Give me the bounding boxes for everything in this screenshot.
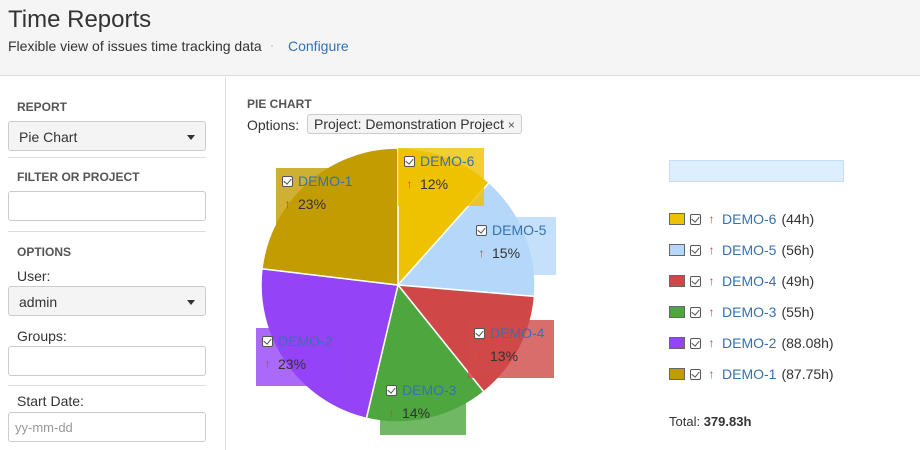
pie-label-demo-3: DEMO-3 ↑ 14% — [380, 377, 466, 435]
legend-issue-link[interactable]: DEMO-1 — [722, 366, 777, 382]
legend-item-demo-4: ↑ DEMO-4 (49h) — [669, 271, 814, 291]
task-type-icon — [404, 155, 415, 167]
report-select[interactable]: Pie Chart — [8, 121, 206, 151]
issue-link[interactable]: DEMO-6 — [420, 153, 475, 169]
slice-percent: 15% — [492, 245, 521, 261]
slice-percent: 12% — [420, 176, 449, 192]
report-select-value: Pie Chart — [19, 129, 78, 145]
legend-item-demo-5: ↑ DEMO-5 (56h) — [669, 240, 814, 260]
legend-issue-link[interactable]: DEMO-4 — [722, 273, 777, 289]
page-subtitle: Flexible view of issues time tracking da… — [8, 38, 262, 54]
project-option-chip-label: Project: Demonstration Project — [314, 116, 504, 132]
chevron-down-icon — [187, 300, 195, 305]
separator: · — [270, 38, 274, 52]
divider — [8, 231, 206, 232]
task-type-icon — [282, 175, 293, 187]
slice-percent: 23% — [298, 196, 327, 212]
legend-hours: (49h) — [781, 273, 815, 289]
legend-filter-input[interactable] — [669, 160, 844, 182]
legend-issue-link[interactable]: DEMO-2 — [722, 335, 777, 351]
legend-hours: (88.08h) — [781, 335, 834, 351]
options-section-label: OPTIONS — [17, 245, 72, 259]
legend-item-demo-1: ↑ DEMO-1 (87.75h) — [669, 364, 834, 384]
task-type-icon — [262, 335, 273, 347]
configure-link[interactable]: Configure — [288, 38, 349, 54]
task-type-icon — [690, 306, 701, 318]
total-label: Total: — [669, 414, 701, 429]
pie-label-demo-1: DEMO-1 ↑ 23% — [276, 168, 362, 226]
priority-up-icon: ↑ — [478, 246, 485, 260]
legend-issue-link[interactable]: DEMO-3 — [722, 304, 777, 320]
pie-label-demo-4: DEMO-4 ↑ 13% — [468, 320, 554, 378]
groups-input[interactable] — [8, 346, 206, 376]
slice-percent: 23% — [278, 356, 307, 372]
report-section-label: REPORT — [17, 100, 68, 114]
user-label: User: — [17, 268, 51, 284]
legend-hours: (87.75h) — [781, 366, 834, 382]
legend-hours: (44h) — [781, 211, 815, 227]
pie-label-demo-5: DEMO-5 ↑ 15% — [470, 217, 556, 275]
priority-up-icon: ↑ — [708, 336, 715, 350]
legend-item-demo-3: ↑ DEMO-3 (55h) — [669, 302, 814, 322]
priority-up-icon: ↑ — [284, 197, 291, 211]
legend-item-demo-2: ↑ DEMO-2 (88.08h) — [669, 333, 834, 353]
priority-up-icon: ↑ — [264, 357, 271, 371]
priority-up-icon: ↑ — [708, 305, 715, 319]
close-icon[interactable]: × — [507, 118, 515, 132]
issue-link[interactable]: DEMO-3 — [402, 382, 457, 398]
pie-label-demo-6: DEMO-6 ↑ 12% — [398, 148, 484, 206]
priority-up-icon: ↑ — [388, 406, 395, 420]
total-value: 379.83h — [703, 414, 752, 429]
divider — [8, 385, 206, 386]
legend-swatch — [669, 306, 685, 318]
legend-issue-link[interactable]: DEMO-6 — [722, 211, 777, 227]
task-type-icon — [476, 224, 487, 236]
issue-link[interactable]: DEMO-4 — [490, 325, 545, 341]
start-date-label: Start Date: — [17, 393, 84, 409]
chevron-down-icon — [187, 135, 195, 140]
priority-up-icon: ↑ — [708, 367, 715, 381]
legend-swatch — [669, 275, 685, 287]
legend-issue-link[interactable]: DEMO-5 — [722, 242, 777, 258]
task-type-icon — [690, 213, 701, 225]
legend-swatch — [669, 213, 685, 225]
legend-swatch — [669, 368, 685, 380]
task-type-icon — [690, 368, 701, 380]
page-title: Time Reports — [8, 6, 152, 33]
start-date-input[interactable] — [8, 412, 206, 442]
legend-swatch — [669, 337, 685, 349]
user-select-value: admin — [19, 294, 58, 310]
legend-item-demo-6: ↑ DEMO-6 (44h) — [669, 209, 814, 229]
divider — [8, 157, 206, 158]
issue-link[interactable]: DEMO-1 — [298, 173, 353, 189]
page-header: Time Reports Flexible view of issues tim… — [0, 0, 920, 76]
priority-up-icon: ↑ — [708, 274, 715, 288]
priority-up-icon: ↑ — [476, 349, 483, 363]
issue-link[interactable]: DEMO-2 — [278, 333, 333, 349]
task-type-icon — [690, 244, 701, 256]
legend-hours: (56h) — [781, 242, 815, 258]
slice-percent: 14% — [402, 405, 431, 421]
priority-up-icon: ↑ — [708, 212, 715, 226]
sidebar: REPORT Pie Chart FILTER OR PROJECT OPTIO… — [0, 77, 226, 450]
issue-link[interactable]: DEMO-5 — [492, 222, 547, 238]
task-type-icon — [690, 275, 701, 287]
legend-hours: (55h) — [781, 304, 815, 320]
priority-up-icon: ↑ — [406, 177, 413, 191]
project-option-chip: Project: Demonstration Project × — [307, 114, 522, 134]
options-label: Options: — [247, 117, 300, 133]
user-select[interactable]: admin — [8, 286, 206, 316]
task-type-icon — [690, 337, 701, 349]
pie-label-demo-2: DEMO-2 ↑ 23% — [256, 328, 342, 386]
priority-up-icon: ↑ — [708, 243, 715, 257]
filter-section-label: FILTER OR PROJECT — [17, 170, 140, 184]
groups-label: Groups: — [17, 328, 67, 344]
chart-section-label: PIE CHART — [247, 97, 312, 111]
filter-project-input[interactable] — [8, 191, 206, 221]
task-type-icon — [474, 327, 485, 339]
total: Total: 379.83h — [669, 414, 751, 429]
slice-percent: 13% — [490, 348, 519, 364]
task-type-icon — [386, 384, 397, 396]
legend-swatch — [669, 244, 685, 256]
